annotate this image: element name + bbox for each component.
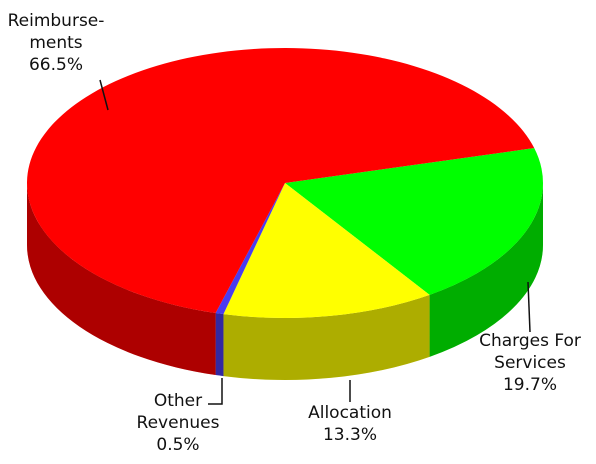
slice: [223, 183, 430, 318]
category-label: Reimburse­ments: [7, 11, 105, 53]
category-label: Charges For Services: [479, 331, 581, 373]
slice-side-shade: [223, 294, 430, 380]
category-label: Other Revenues: [136, 391, 220, 433]
slice-side: [27, 183, 216, 376]
slice-label: Reimburse­ments 66.5%: [6, 10, 106, 76]
category-label: Allocation: [308, 403, 392, 423]
slice-side: [223, 294, 430, 380]
slice-side-shade: [27, 183, 216, 376]
leader-line: [208, 378, 223, 405]
value-label: 66.5%: [28, 55, 83, 75]
leader-line: [99, 79, 109, 111]
slice-label: Charges For Services 19.7%: [460, 330, 596, 396]
slice-label: Other Revenues 0.5%: [128, 390, 228, 456]
slice: [26, 48, 535, 314]
value-label: 0.5%: [156, 435, 200, 455]
leader-line: [527, 281, 531, 333]
slice-side-shade: [215, 313, 224, 377]
slice: [215, 183, 285, 315]
value-label: 13.3%: [322, 425, 377, 445]
slice: [285, 148, 543, 295]
value-label: 19.7%: [502, 375, 557, 395]
slice-side: [429, 183, 543, 357]
slice-side: [215, 313, 224, 377]
slice-label: Allocation 13.3%: [290, 402, 410, 446]
slice-side-shade: [429, 183, 543, 357]
